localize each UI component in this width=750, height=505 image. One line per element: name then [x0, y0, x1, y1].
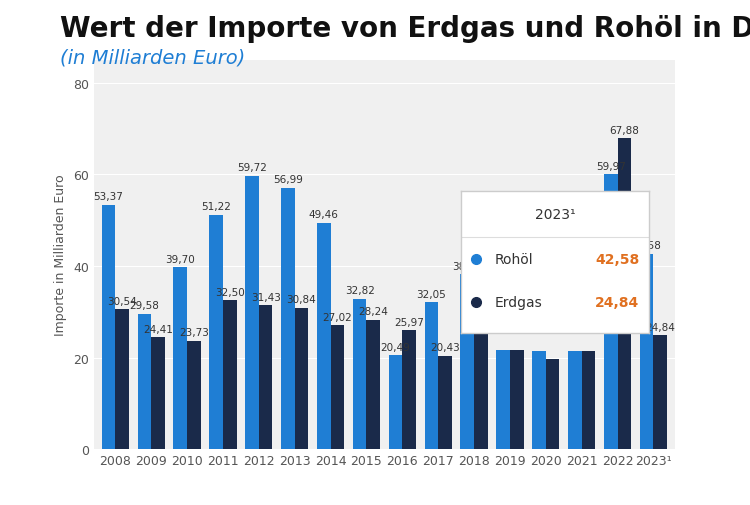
- Bar: [223, 301, 236, 449]
- Text: 38,17: 38,17: [452, 261, 482, 271]
- Text: 27,02: 27,02: [322, 312, 352, 322]
- Text: 32,05: 32,05: [416, 289, 446, 299]
- Bar: [604, 175, 617, 449]
- Text: 30,84: 30,84: [286, 295, 316, 305]
- Text: Erdgas: Erdgas: [495, 295, 543, 309]
- Text: 26,24: 26,24: [466, 316, 496, 326]
- Text: (in Milliarden Euro): (in Milliarden Euro): [60, 48, 245, 67]
- Bar: [367, 320, 380, 449]
- Text: 29,58: 29,58: [130, 300, 159, 311]
- Bar: [317, 223, 331, 449]
- Bar: [546, 359, 560, 449]
- Bar: [617, 139, 632, 449]
- Bar: [331, 326, 344, 449]
- Text: 20,43: 20,43: [430, 342, 460, 352]
- Bar: [388, 356, 402, 449]
- Bar: [640, 255, 653, 449]
- Text: 20,49: 20,49: [380, 342, 410, 352]
- Text: 56,99: 56,99: [273, 175, 303, 185]
- Bar: [209, 215, 223, 449]
- Bar: [102, 206, 116, 449]
- Text: 31,43: 31,43: [251, 292, 280, 302]
- Text: Wert der Importe von Erdgas und Rohöl in Deutschland i: Wert der Importe von Erdgas und Rohöl in…: [60, 15, 750, 43]
- Text: 2023¹: 2023¹: [535, 208, 575, 222]
- Text: 53,37: 53,37: [94, 192, 124, 201]
- Text: 24,84: 24,84: [596, 295, 639, 309]
- Text: 59,97: 59,97: [596, 162, 626, 171]
- Bar: [568, 351, 582, 449]
- Bar: [259, 306, 272, 449]
- Bar: [137, 314, 152, 449]
- Bar: [510, 350, 524, 449]
- Bar: [424, 303, 438, 449]
- Text: 30,54: 30,54: [107, 296, 137, 306]
- Text: 51,22: 51,22: [201, 201, 231, 212]
- Text: 32,82: 32,82: [345, 286, 374, 295]
- Bar: [653, 336, 667, 449]
- Bar: [460, 275, 474, 449]
- Bar: [352, 299, 367, 449]
- Bar: [474, 329, 488, 449]
- Bar: [187, 341, 201, 449]
- Text: 42,58: 42,58: [596, 253, 639, 267]
- Text: 49,46: 49,46: [309, 210, 339, 220]
- Text: 28,24: 28,24: [358, 307, 388, 317]
- Text: 39,70: 39,70: [165, 254, 195, 264]
- Bar: [245, 176, 259, 449]
- Text: 59,72: 59,72: [237, 163, 267, 173]
- Text: 23,73: 23,73: [179, 327, 209, 337]
- Text: 25,97: 25,97: [394, 317, 424, 327]
- Bar: [496, 350, 510, 449]
- Bar: [438, 356, 452, 449]
- Text: 42,58: 42,58: [632, 241, 662, 251]
- Bar: [295, 309, 308, 449]
- Bar: [116, 310, 129, 449]
- Bar: [173, 268, 187, 449]
- Text: Rohöl: Rohöl: [495, 253, 534, 267]
- Y-axis label: Importe in Milliarden Euro: Importe in Milliarden Euro: [54, 174, 68, 336]
- Text: 67,88: 67,88: [610, 125, 639, 135]
- Bar: [152, 338, 165, 449]
- Text: 24,41: 24,41: [143, 324, 173, 334]
- Bar: [281, 189, 295, 449]
- Bar: [582, 351, 596, 449]
- Text: 32,50: 32,50: [214, 287, 244, 297]
- Bar: [402, 331, 416, 449]
- Bar: [532, 351, 546, 449]
- Text: 24,84: 24,84: [645, 322, 675, 332]
